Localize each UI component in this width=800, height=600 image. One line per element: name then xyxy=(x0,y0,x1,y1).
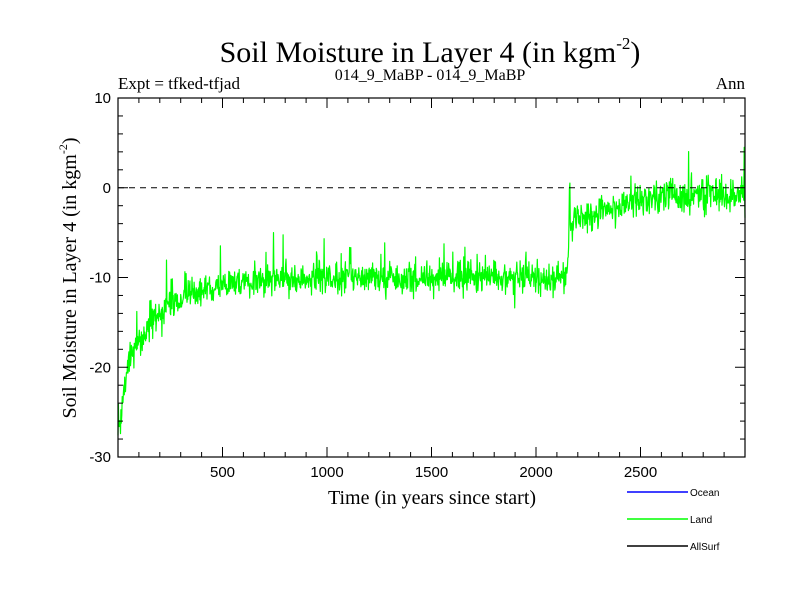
axis-tick-labels: 500 1000 1500 2000 2500 -30 -20 -10 0 10 xyxy=(89,90,657,481)
legend-label-land: Land xyxy=(690,515,712,526)
data-layer xyxy=(117,146,746,436)
y-axis-label-sup: -2 xyxy=(56,144,70,154)
y-axis-label-main: Soil Moisture in Layer 4 (in kgm xyxy=(59,154,81,419)
chart-title-tail: ) xyxy=(630,36,640,69)
subtitle-center: 014_9_MaBP - 014_9_MaBP xyxy=(335,67,526,84)
x-tick-label: 500 xyxy=(210,464,235,481)
chart-title: Soil Moisture in Layer 4 (in kgm-2) xyxy=(220,34,641,69)
y-tick-label: -10 xyxy=(89,270,111,287)
x-axis-label: Time (in years since start) xyxy=(328,487,536,509)
chart-title-main: Soil Moisture in Layer 4 (in kgm xyxy=(220,36,617,69)
legend-label-ocean: Ocean xyxy=(690,488,719,499)
axis-ticks xyxy=(118,97,745,458)
y-tick-label: 0 xyxy=(103,180,111,197)
y-axis-label-tail: ) xyxy=(59,137,81,144)
plot-area: 500 1000 1500 2000 2500 -30 -20 -10 0 10 xyxy=(89,90,746,481)
legend-label-allsurf: AllSurf xyxy=(690,542,720,553)
y-tick-label: 10 xyxy=(94,90,111,107)
x-tick-label: 1000 xyxy=(310,464,343,481)
x-tick-label: 2500 xyxy=(624,464,657,481)
y-axis-label: Soil Moisture in Layer 4 (in kgm-2) xyxy=(56,137,81,418)
y-tick-label: -30 xyxy=(89,449,111,466)
x-tick-label: 1500 xyxy=(415,464,448,481)
subtitle-left: Expt = tfked-tfjad xyxy=(118,74,240,93)
subtitle-right: Ann xyxy=(716,74,746,93)
x-tick-label: 2000 xyxy=(519,464,552,481)
y-tick-label: -20 xyxy=(89,359,111,376)
series-line-land xyxy=(117,146,746,436)
legend: Ocean Land AllSurf xyxy=(627,488,720,553)
chart-title-sup: -2 xyxy=(616,34,630,53)
